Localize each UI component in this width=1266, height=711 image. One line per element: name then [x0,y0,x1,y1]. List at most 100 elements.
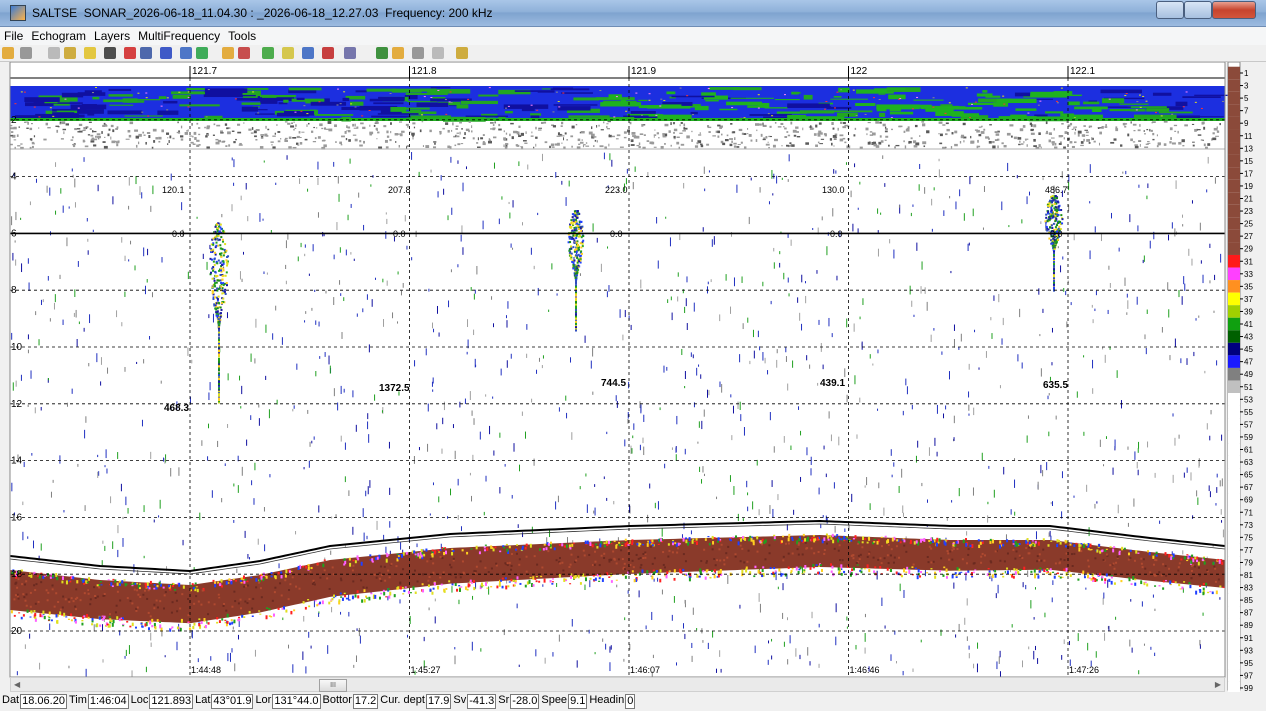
toolbar-button[interactable] [412,47,424,59]
toolbar-button[interactable] [282,47,294,59]
noise-band [1053,128,1055,130]
noise-band [1144,133,1146,134]
toolbar-button[interactable] [140,47,152,59]
speck [130,241,131,245]
toolbar-button[interactable] [456,47,468,59]
toolbar-button[interactable] [48,47,60,59]
menu-item[interactable]: Echogram [27,27,90,43]
noise-band [844,142,846,144]
speck [315,371,316,376]
seabed-edge [692,539,694,540]
school-echo [217,298,219,300]
noise-band [375,121,378,123]
speck [336,222,337,230]
speck [538,288,539,295]
noise-band [788,135,790,137]
speck [855,645,856,649]
toolbar-button[interactable] [84,47,96,59]
noise-band [1201,139,1203,140]
seabed-edge [711,570,713,572]
maximize-button[interactable] [1184,1,1212,19]
speck [1182,550,1183,554]
seabed-edge [1015,571,1017,575]
toolbar-button[interactable] [104,47,116,59]
speck [865,633,866,642]
seabed-edge [1205,583,1207,586]
toolbar-button[interactable] [64,47,76,59]
toolbar-button[interactable] [392,47,404,59]
noise-band [520,146,523,147]
speck [517,604,518,609]
noise-band [636,145,639,146]
seabed-edge [66,580,68,584]
toolbar-button[interactable] [2,47,14,59]
toolbar-button[interactable] [344,47,356,59]
speck [307,189,308,192]
toolbar-button[interactable] [180,47,192,59]
noise-band [995,139,998,140]
seabed-edge [506,549,508,552]
toolbar-button[interactable] [302,47,314,59]
speck [506,315,507,318]
toolbar-button[interactable] [376,47,388,59]
speck [97,455,98,457]
school-echo [218,341,220,343]
toolbar-button[interactable] [124,47,136,59]
toolbar-button[interactable] [432,47,444,59]
noise-band [422,121,424,122]
seabed-edge [61,614,63,615]
noise-band [442,128,444,130]
speck [319,322,320,327]
speck [789,154,790,161]
toolbar-button[interactable] [196,47,208,59]
school-echo [575,306,577,308]
menu-item[interactable]: MultiFrequency [134,27,224,43]
seabed-edge [1221,562,1223,565]
speck [721,669,722,673]
menu-item[interactable]: File [0,27,27,43]
speck [88,250,89,254]
close-button[interactable] [1212,1,1256,19]
speck [1106,436,1107,439]
seabed-edge [625,576,627,579]
speck [793,510,794,515]
noise-band [818,142,820,144]
speck [686,298,687,306]
seabed-edge [571,544,573,547]
speck [450,489,451,496]
speck [762,352,763,361]
speck [786,356,787,362]
minimize-button[interactable] [1156,1,1184,19]
speck [633,423,634,430]
noise-band [11,128,14,129]
speck [670,237,671,246]
speck [427,444,428,452]
noise-band [1098,127,1102,128]
toolbar-button[interactable] [222,47,234,59]
noise-band [1080,145,1084,146]
speck [259,213,260,222]
surface-echo [417,103,449,107]
noise-band [784,128,787,130]
speck [435,599,436,602]
surface-speck [21,91,23,92]
toolbar-button[interactable] [322,47,334,59]
speck [348,215,349,220]
toolbar-button[interactable] [262,47,274,59]
speck [1060,265,1061,272]
speck [1108,266,1109,270]
toolbar-button[interactable] [160,47,172,59]
noise-band [790,122,792,125]
toolbar-button[interactable] [20,47,32,59]
speck [787,384,788,391]
menu-item[interactable]: Tools [224,27,260,43]
seabed-edge [192,583,194,585]
school-echo [576,235,578,237]
speck [642,438,643,443]
menu-item[interactable]: Layers [90,27,134,43]
toolbar-button[interactable] [238,47,250,59]
seabed-edge [422,583,424,585]
speck [856,434,857,438]
speck [78,261,79,267]
seabed-edge [832,540,834,544]
